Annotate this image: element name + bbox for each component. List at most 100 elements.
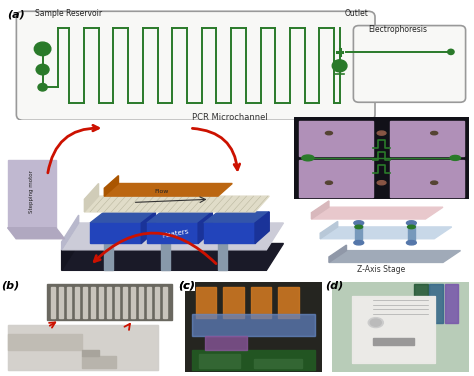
Polygon shape xyxy=(147,287,151,318)
Polygon shape xyxy=(62,244,283,270)
Polygon shape xyxy=(373,338,414,345)
Polygon shape xyxy=(255,212,269,244)
Polygon shape xyxy=(82,356,116,368)
Circle shape xyxy=(368,318,383,327)
Text: (a): (a) xyxy=(7,9,25,20)
Polygon shape xyxy=(191,314,316,336)
Polygon shape xyxy=(390,159,464,197)
Polygon shape xyxy=(131,287,135,318)
Circle shape xyxy=(302,155,314,161)
Circle shape xyxy=(407,221,416,225)
Circle shape xyxy=(326,181,332,184)
Polygon shape xyxy=(115,287,119,318)
Polygon shape xyxy=(218,223,227,270)
Polygon shape xyxy=(82,350,99,356)
Polygon shape xyxy=(204,212,269,223)
Polygon shape xyxy=(299,159,373,197)
Polygon shape xyxy=(278,287,299,318)
FancyBboxPatch shape xyxy=(354,26,465,102)
Polygon shape xyxy=(8,334,82,350)
Polygon shape xyxy=(299,121,373,156)
Polygon shape xyxy=(329,245,346,262)
Text: (b): (b) xyxy=(1,280,19,290)
Text: (d): (d) xyxy=(325,280,343,290)
Polygon shape xyxy=(8,325,158,370)
Polygon shape xyxy=(320,227,452,239)
Circle shape xyxy=(408,225,415,229)
Polygon shape xyxy=(59,287,63,318)
Circle shape xyxy=(407,241,416,245)
Polygon shape xyxy=(204,223,255,244)
Polygon shape xyxy=(191,350,316,370)
Text: (c): (c) xyxy=(178,280,195,290)
Polygon shape xyxy=(352,296,435,363)
Polygon shape xyxy=(390,121,464,156)
Polygon shape xyxy=(199,354,240,368)
Polygon shape xyxy=(147,223,198,244)
Circle shape xyxy=(354,221,364,225)
Polygon shape xyxy=(251,287,272,318)
Polygon shape xyxy=(445,284,458,323)
Polygon shape xyxy=(84,196,269,212)
Polygon shape xyxy=(67,287,71,318)
Circle shape xyxy=(326,132,332,135)
Circle shape xyxy=(431,132,438,135)
Polygon shape xyxy=(104,176,118,196)
Circle shape xyxy=(447,49,454,55)
Polygon shape xyxy=(320,221,337,239)
Text: Flow: Flow xyxy=(154,189,168,194)
Polygon shape xyxy=(99,287,103,318)
Polygon shape xyxy=(8,325,158,370)
Polygon shape xyxy=(8,228,64,239)
Circle shape xyxy=(38,83,47,91)
Text: Sample Reservoir: Sample Reservoir xyxy=(35,9,102,18)
Polygon shape xyxy=(414,284,428,323)
Polygon shape xyxy=(355,223,362,243)
Text: Heaters: Heaters xyxy=(162,229,189,240)
Polygon shape xyxy=(83,287,87,318)
Text: Electrophoresis: Electrophoresis xyxy=(368,25,427,34)
Text: PCR Microchannel: PCR Microchannel xyxy=(192,113,268,122)
Polygon shape xyxy=(123,287,127,318)
FancyBboxPatch shape xyxy=(17,11,375,120)
Polygon shape xyxy=(75,287,79,318)
Polygon shape xyxy=(223,287,244,318)
Polygon shape xyxy=(90,212,155,223)
Polygon shape xyxy=(47,284,172,320)
Polygon shape xyxy=(332,282,469,372)
Polygon shape xyxy=(196,287,217,318)
Circle shape xyxy=(355,225,363,229)
Circle shape xyxy=(34,42,51,56)
Text: Outlet: Outlet xyxy=(345,9,369,18)
Polygon shape xyxy=(352,296,435,363)
Text: Stepping motor: Stepping motor xyxy=(29,170,34,213)
Polygon shape xyxy=(311,207,443,219)
Polygon shape xyxy=(141,212,155,244)
Polygon shape xyxy=(206,336,246,350)
Polygon shape xyxy=(155,287,159,318)
Text: (c): (c) xyxy=(178,280,195,290)
Polygon shape xyxy=(8,160,56,228)
Polygon shape xyxy=(429,284,443,323)
Circle shape xyxy=(377,180,386,185)
Polygon shape xyxy=(294,117,469,199)
Circle shape xyxy=(431,181,438,184)
Polygon shape xyxy=(408,223,415,243)
Polygon shape xyxy=(104,183,232,196)
Circle shape xyxy=(36,64,49,75)
Polygon shape xyxy=(62,223,79,270)
Polygon shape xyxy=(185,282,322,372)
Polygon shape xyxy=(311,201,329,219)
Text: Z-Axis Stage: Z-Axis Stage xyxy=(357,265,406,274)
Circle shape xyxy=(354,241,364,245)
Polygon shape xyxy=(51,287,55,318)
Circle shape xyxy=(377,131,386,135)
Polygon shape xyxy=(191,314,316,336)
Polygon shape xyxy=(62,215,79,250)
Polygon shape xyxy=(198,212,212,244)
Polygon shape xyxy=(147,212,212,223)
Circle shape xyxy=(370,319,381,326)
Polygon shape xyxy=(107,287,111,318)
Polygon shape xyxy=(104,223,113,270)
Polygon shape xyxy=(329,250,460,262)
